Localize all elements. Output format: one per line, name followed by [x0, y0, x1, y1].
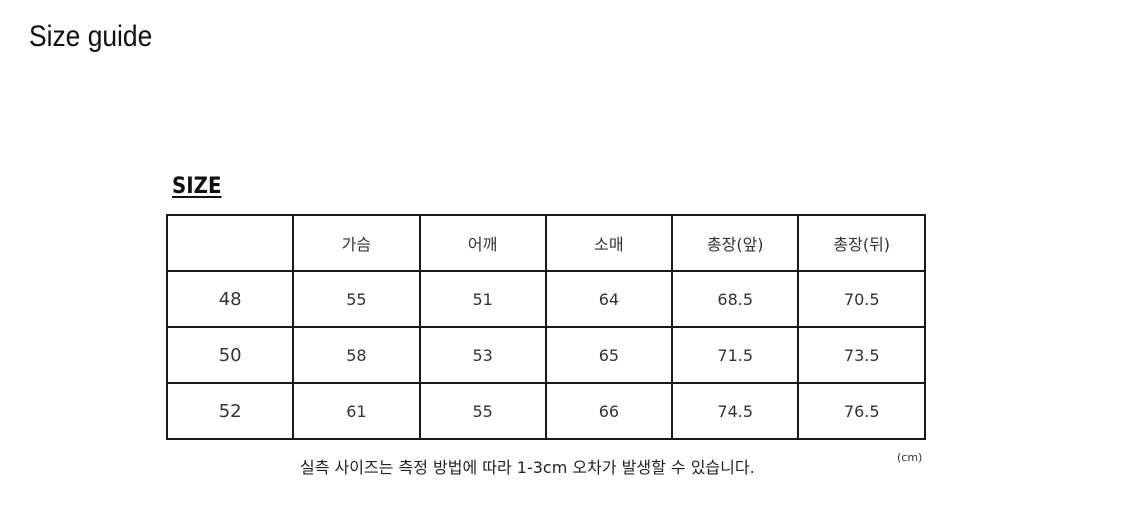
page-title: Size guide [29, 20, 153, 53]
unit-label: (cm) [897, 451, 923, 464]
size-cell: 52 [165, 382, 295, 440]
table-cell: 73.5 [797, 326, 926, 384]
header-cell-front-length: 총장(앞) [670, 214, 800, 272]
size-cell: 48 [165, 270, 295, 328]
table-row: 48 55 51 64 68.5 70.5 [165, 270, 926, 328]
table-cell: 71.5 [670, 326, 800, 384]
measurement-note: 실측 사이즈는 측정 방법에 따라 1-3cm 오차가 발생할 수 있습니다. [300, 458, 755, 477]
table-cell: 66 [544, 382, 673, 440]
size-table: 가슴 어깨 소매 총장(앞) 총장(뒤) 48 55 51 64 68.5 70… [165, 214, 926, 440]
header-cell-chest: 가슴 [292, 214, 421, 272]
header-cell-back-length: 총장(뒤) [797, 214, 926, 272]
header-cell-shoulder: 어깨 [418, 214, 547, 272]
table-cell: 74.5 [670, 382, 800, 440]
size-cell: 50 [165, 326, 295, 384]
table-cell: 61 [292, 382, 421, 440]
table-cell: 55 [292, 270, 421, 328]
table-cell: 51 [418, 270, 547, 328]
table-cell: 76.5 [797, 382, 926, 440]
table-cell: 55 [418, 382, 547, 440]
table-cell: 53 [418, 326, 547, 384]
header-cell-sleeve: 소매 [544, 214, 673, 272]
size-heading: SIZE [172, 174, 222, 199]
table-cell: 58 [292, 326, 421, 384]
header-cell-blank [165, 214, 295, 272]
table-row: 50 58 53 65 71.5 73.5 [165, 326, 926, 384]
table-header-row: 가슴 어깨 소매 총장(앞) 총장(뒤) [165, 214, 926, 272]
table-cell: 70.5 [797, 270, 926, 328]
table-cell: 65 [544, 326, 673, 384]
table-row: 52 61 55 66 74.5 76.5 [165, 382, 926, 440]
table-cell: 64 [544, 270, 673, 328]
table-cell: 68.5 [670, 270, 800, 328]
